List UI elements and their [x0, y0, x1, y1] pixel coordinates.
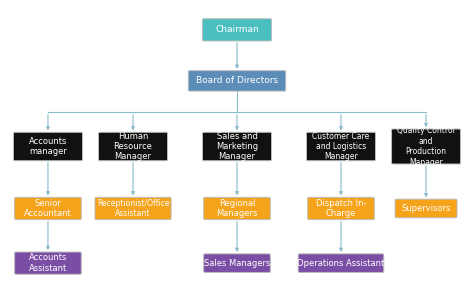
Text: Dispatch In-
Charge: Dispatch In- Charge — [316, 199, 366, 218]
FancyBboxPatch shape — [15, 252, 81, 274]
FancyBboxPatch shape — [202, 19, 272, 41]
Text: Board of Directors: Board of Directors — [196, 76, 278, 85]
FancyBboxPatch shape — [395, 199, 457, 218]
Text: Receptionist/Office
Assistant: Receptionist/Office Assistant — [97, 199, 169, 218]
Text: Sales Managers: Sales Managers — [204, 259, 270, 268]
FancyBboxPatch shape — [392, 129, 461, 164]
FancyBboxPatch shape — [188, 71, 286, 91]
Text: Human
Resource
Manager: Human Resource Manager — [114, 132, 153, 161]
Text: Sales and
Marketing
Manager: Sales and Marketing Manager — [216, 132, 258, 161]
FancyBboxPatch shape — [308, 197, 374, 219]
FancyBboxPatch shape — [95, 197, 171, 219]
Text: Operations Assistant: Operations Assistant — [297, 259, 384, 268]
FancyBboxPatch shape — [204, 254, 270, 272]
Text: Supervisors: Supervisors — [401, 204, 451, 213]
Text: Chairman: Chairman — [215, 25, 259, 34]
FancyBboxPatch shape — [204, 197, 270, 219]
Text: Regional
Managers: Regional Managers — [216, 199, 258, 218]
Text: Accounts
Assistant: Accounts Assistant — [29, 253, 67, 273]
Text: Accounts
manager: Accounts manager — [29, 137, 67, 156]
FancyBboxPatch shape — [202, 132, 272, 161]
Text: Senior
Accountant: Senior Accountant — [24, 199, 72, 218]
FancyBboxPatch shape — [15, 197, 81, 219]
FancyBboxPatch shape — [307, 132, 375, 161]
FancyBboxPatch shape — [13, 132, 82, 161]
Text: Quality Control
and
Production
Manager: Quality Control and Production Manager — [397, 126, 455, 167]
FancyBboxPatch shape — [298, 254, 384, 272]
FancyBboxPatch shape — [99, 132, 167, 161]
Text: Customer Care
and Logistics
Manager: Customer Care and Logistics Manager — [312, 132, 370, 161]
